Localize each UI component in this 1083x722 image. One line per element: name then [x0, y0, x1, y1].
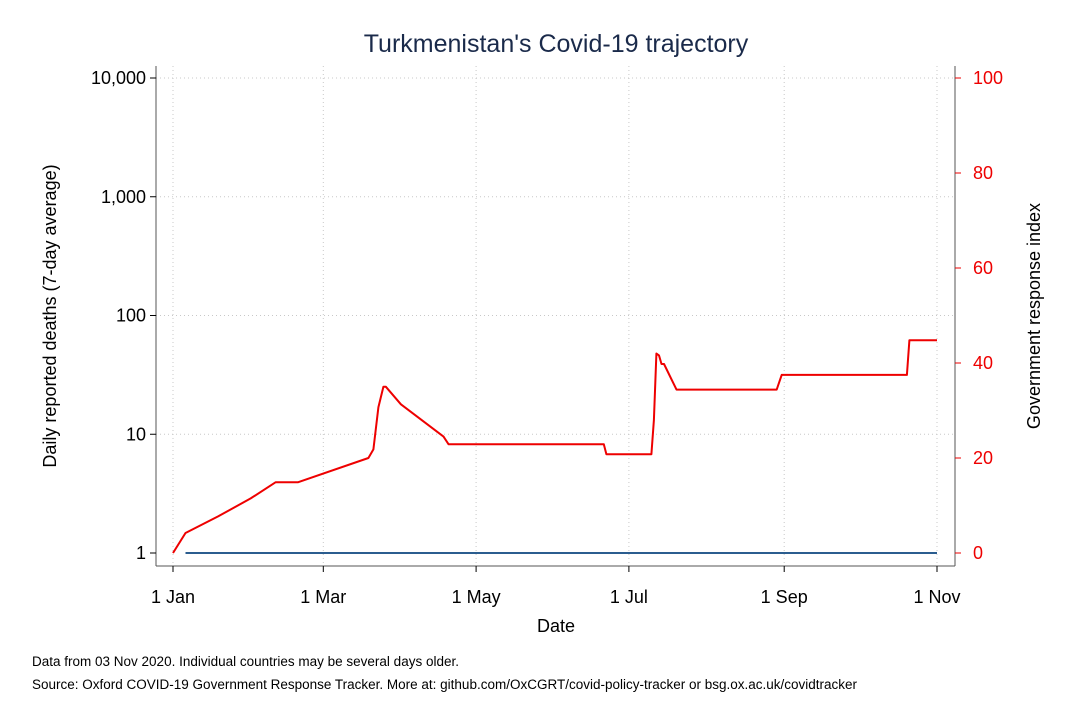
right-tick-label: 100 [973, 68, 1003, 88]
x-axis-title: Date [537, 616, 575, 636]
right-tick-label: 40 [973, 353, 993, 373]
left-tick-label: 10 [126, 424, 146, 444]
x-tick-label: 1 Jul [610, 587, 648, 607]
right-tick-label: 0 [973, 543, 983, 563]
left-tick-label: 1 [136, 543, 146, 563]
right-tick-label: 80 [973, 163, 993, 183]
series-layer [172, 339, 937, 554]
source-note: Source: Oxford COVID-19 Government Respo… [32, 677, 858, 692]
x-tick-label: 1 May [452, 587, 501, 607]
x-tick-label: 1 Mar [300, 587, 346, 607]
left-tick-label: 10,000 [91, 68, 146, 88]
gridlines [156, 66, 955, 566]
x-tick-label: 1 Nov [913, 587, 960, 607]
left-axis-title: Daily reported deaths (7-day average) [40, 164, 60, 467]
x-tick-label: 1 Jan [151, 587, 195, 607]
left-tick-label: 1,000 [101, 187, 146, 207]
chart-title: Turkmenistan's Covid-19 trajectory [364, 30, 749, 58]
right-tick-label: 20 [973, 448, 993, 468]
right-tick-label: 60 [973, 258, 993, 278]
right-axis-ticks: 0 20 40 60 80 100 [955, 68, 1003, 563]
left-tick-label: 100 [116, 306, 146, 326]
response-index-series-line [172, 339, 937, 554]
x-axis-ticks: 1 Jan 1 Mar 1 May 1 Jul 1 Sep 1 Nov [151, 566, 961, 607]
data-date-note: Data from 03 Nov 2020. Individual countr… [32, 654, 459, 669]
left-axis-ticks: 1 10 100 1,000 10,000 [91, 68, 156, 563]
x-tick-label: 1 Sep [761, 587, 808, 607]
right-axis-title: Government response index [1024, 203, 1044, 429]
axes [155, 66, 956, 567]
